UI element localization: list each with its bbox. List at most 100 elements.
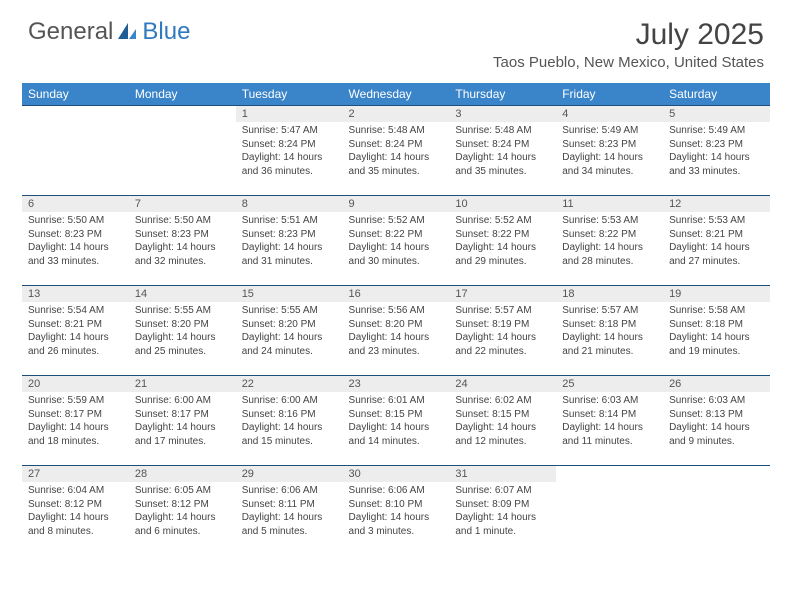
- calendar-day-cell: 10Sunrise: 5:52 AMSunset: 8:22 PMDayligh…: [449, 196, 556, 286]
- day-number: 17: [449, 286, 556, 302]
- sunset-text: Sunset: 8:13 PM: [669, 408, 764, 422]
- sunrise-text: Sunrise: 6:04 AM: [28, 484, 123, 498]
- daylight-text: Daylight: 14 hours and 35 minutes.: [349, 151, 444, 178]
- day-number: 22: [236, 376, 343, 392]
- day-details: Sunrise: 6:05 AMSunset: 8:12 PMDaylight:…: [129, 482, 236, 542]
- sunset-text: Sunset: 8:16 PM: [242, 408, 337, 422]
- sunrise-text: Sunrise: 6:00 AM: [135, 394, 230, 408]
- day-details: Sunrise: 5:48 AMSunset: 8:24 PMDaylight:…: [449, 122, 556, 182]
- sunset-text: Sunset: 8:18 PM: [669, 318, 764, 332]
- calendar-day-cell: 8Sunrise: 5:51 AMSunset: 8:23 PMDaylight…: [236, 196, 343, 286]
- sunset-text: Sunset: 8:18 PM: [562, 318, 657, 332]
- daylight-text: Daylight: 14 hours and 31 minutes.: [242, 241, 337, 268]
- daylight-text: Daylight: 14 hours and 9 minutes.: [669, 421, 764, 448]
- day-details: Sunrise: 5:54 AMSunset: 8:21 PMDaylight:…: [22, 302, 129, 362]
- day-number: 9: [343, 196, 450, 212]
- day-number: 12: [663, 196, 770, 212]
- daylight-text: Daylight: 14 hours and 23 minutes.: [349, 331, 444, 358]
- sunrise-text: Sunrise: 5:52 AM: [349, 214, 444, 228]
- sunset-text: Sunset: 8:20 PM: [135, 318, 230, 332]
- day-details: Sunrise: 5:52 AMSunset: 8:22 PMDaylight:…: [449, 212, 556, 272]
- daylight-text: Daylight: 14 hours and 22 minutes.: [455, 331, 550, 358]
- day-number: 10: [449, 196, 556, 212]
- day-details: Sunrise: 6:03 AMSunset: 8:14 PMDaylight:…: [556, 392, 663, 452]
- day-number: 5: [663, 106, 770, 122]
- calendar-day-cell: 5Sunrise: 5:49 AMSunset: 8:23 PMDaylight…: [663, 106, 770, 196]
- day-number: 30: [343, 466, 450, 482]
- daylight-text: Daylight: 14 hours and 26 minutes.: [28, 331, 123, 358]
- weekday-friday: Friday: [556, 83, 663, 106]
- daylight-text: Daylight: 14 hours and 35 minutes.: [455, 151, 550, 178]
- daylight-text: Daylight: 14 hours and 25 minutes.: [135, 331, 230, 358]
- day-details: Sunrise: 6:07 AMSunset: 8:09 PMDaylight:…: [449, 482, 556, 542]
- sunrise-text: Sunrise: 6:00 AM: [242, 394, 337, 408]
- title-block: July 2025 Taos Pueblo, New Mexico, Unite…: [493, 18, 764, 71]
- logo: General Blue: [28, 18, 190, 46]
- calendar-day-cell: 21Sunrise: 6:00 AMSunset: 8:17 PMDayligh…: [129, 376, 236, 466]
- weekday-monday: Monday: [129, 83, 236, 106]
- sunset-text: Sunset: 8:22 PM: [562, 228, 657, 242]
- sunset-text: Sunset: 8:21 PM: [669, 228, 764, 242]
- calendar-day-cell: 14Sunrise: 5:55 AMSunset: 8:20 PMDayligh…: [129, 286, 236, 376]
- daylight-text: Daylight: 14 hours and 17 minutes.: [135, 421, 230, 448]
- sunset-text: Sunset: 8:23 PM: [135, 228, 230, 242]
- calendar-day-cell: 3Sunrise: 5:48 AMSunset: 8:24 PMDaylight…: [449, 106, 556, 196]
- daylight-text: Daylight: 14 hours and 19 minutes.: [669, 331, 764, 358]
- daylight-text: Daylight: 14 hours and 3 minutes.: [349, 511, 444, 538]
- sunrise-text: Sunrise: 5:48 AM: [455, 124, 550, 138]
- calendar-day-cell: [663, 466, 770, 556]
- day-details: Sunrise: 5:53 AMSunset: 8:21 PMDaylight:…: [663, 212, 770, 272]
- sunset-text: Sunset: 8:15 PM: [349, 408, 444, 422]
- calendar-day-cell: [22, 106, 129, 196]
- day-details: Sunrise: 6:00 AMSunset: 8:16 PMDaylight:…: [236, 392, 343, 452]
- day-details: Sunrise: 5:56 AMSunset: 8:20 PMDaylight:…: [343, 302, 450, 362]
- daylight-text: Daylight: 14 hours and 12 minutes.: [455, 421, 550, 448]
- sunrise-text: Sunrise: 6:06 AM: [242, 484, 337, 498]
- calendar-day-cell: 16Sunrise: 5:56 AMSunset: 8:20 PMDayligh…: [343, 286, 450, 376]
- sunrise-text: Sunrise: 5:54 AM: [28, 304, 123, 318]
- page-title: July 2025: [493, 18, 764, 52]
- sunset-text: Sunset: 8:12 PM: [28, 498, 123, 512]
- daylight-text: Daylight: 14 hours and 27 minutes.: [669, 241, 764, 268]
- weekday-thursday: Thursday: [449, 83, 556, 106]
- day-number: 26: [663, 376, 770, 392]
- daylight-text: Daylight: 14 hours and 33 minutes.: [28, 241, 123, 268]
- day-details: Sunrise: 6:01 AMSunset: 8:15 PMDaylight:…: [343, 392, 450, 452]
- calendar-day-cell: 22Sunrise: 6:00 AMSunset: 8:16 PMDayligh…: [236, 376, 343, 466]
- calendar-day-cell: 11Sunrise: 5:53 AMSunset: 8:22 PMDayligh…: [556, 196, 663, 286]
- sunset-text: Sunset: 8:22 PM: [349, 228, 444, 242]
- logo-text-right: Blue: [142, 18, 190, 46]
- day-number: 6: [22, 196, 129, 212]
- day-details: Sunrise: 5:50 AMSunset: 8:23 PMDaylight:…: [129, 212, 236, 272]
- day-details: Sunrise: 5:49 AMSunset: 8:23 PMDaylight:…: [663, 122, 770, 182]
- calendar-day-cell: 19Sunrise: 5:58 AMSunset: 8:18 PMDayligh…: [663, 286, 770, 376]
- calendar-day-cell: 6Sunrise: 5:50 AMSunset: 8:23 PMDaylight…: [22, 196, 129, 286]
- daylight-text: Daylight: 14 hours and 5 minutes.: [242, 511, 337, 538]
- day-number: 31: [449, 466, 556, 482]
- sunrise-text: Sunrise: 6:06 AM: [349, 484, 444, 498]
- daylight-text: Daylight: 14 hours and 21 minutes.: [562, 331, 657, 358]
- day-number: 13: [22, 286, 129, 302]
- sunrise-text: Sunrise: 6:03 AM: [669, 394, 764, 408]
- sunset-text: Sunset: 8:12 PM: [135, 498, 230, 512]
- day-number: 2: [343, 106, 450, 122]
- daylight-text: Daylight: 14 hours and 24 minutes.: [242, 331, 337, 358]
- calendar-day-cell: 12Sunrise: 5:53 AMSunset: 8:21 PMDayligh…: [663, 196, 770, 286]
- calendar-day-cell: 2Sunrise: 5:48 AMSunset: 8:24 PMDaylight…: [343, 106, 450, 196]
- weekday-saturday: Saturday: [663, 83, 770, 106]
- day-details: Sunrise: 5:53 AMSunset: 8:22 PMDaylight:…: [556, 212, 663, 272]
- sunrise-text: Sunrise: 5:59 AM: [28, 394, 123, 408]
- calendar-table: Sunday Monday Tuesday Wednesday Thursday…: [22, 83, 770, 556]
- sunrise-text: Sunrise: 5:49 AM: [562, 124, 657, 138]
- calendar-day-cell: 1Sunrise: 5:47 AMSunset: 8:24 PMDaylight…: [236, 106, 343, 196]
- sunset-text: Sunset: 8:14 PM: [562, 408, 657, 422]
- daylight-text: Daylight: 14 hours and 36 minutes.: [242, 151, 337, 178]
- sunset-text: Sunset: 8:17 PM: [135, 408, 230, 422]
- day-number: 15: [236, 286, 343, 302]
- calendar-week-row: 27Sunrise: 6:04 AMSunset: 8:12 PMDayligh…: [22, 466, 770, 556]
- sunrise-text: Sunrise: 6:03 AM: [562, 394, 657, 408]
- day-number: 1: [236, 106, 343, 122]
- day-number: 8: [236, 196, 343, 212]
- sunrise-text: Sunrise: 5:58 AM: [669, 304, 764, 318]
- day-details: Sunrise: 6:03 AMSunset: 8:13 PMDaylight:…: [663, 392, 770, 452]
